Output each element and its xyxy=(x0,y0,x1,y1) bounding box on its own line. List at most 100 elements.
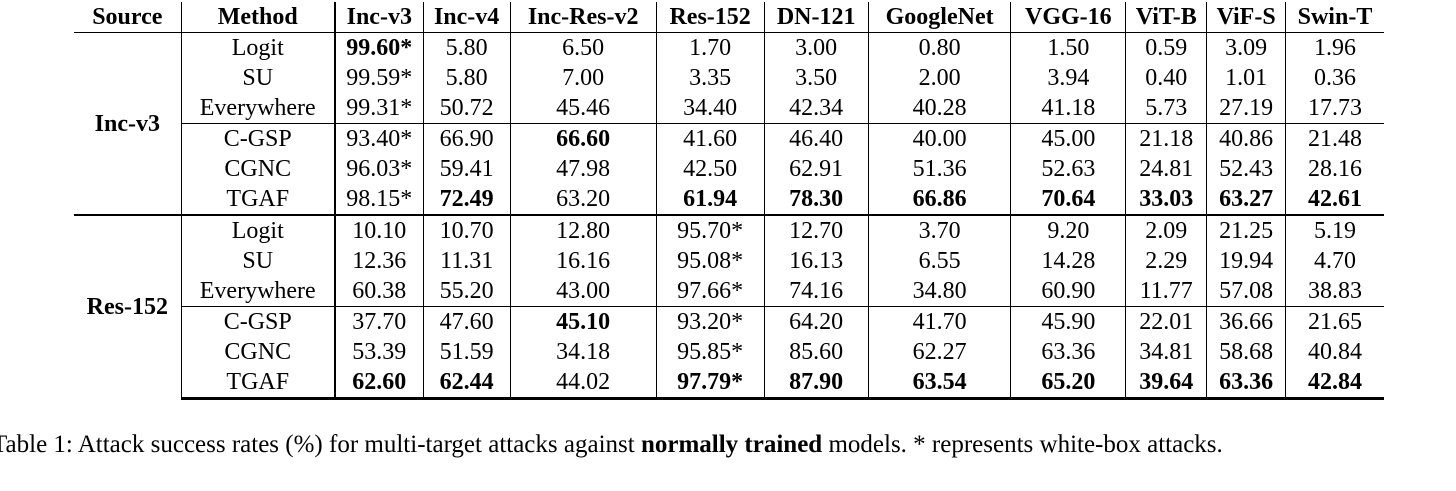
value-cell: 34.81 xyxy=(1125,337,1208,367)
table-row: Everywhere 60.38 55.20 43.00 97.66* 74.16 34.8… xyxy=(74,276,1384,307)
value-cell: 10.10 xyxy=(334,214,424,246)
value-cell: 60.38 xyxy=(334,276,424,307)
value-cell: 95.70* xyxy=(656,214,765,246)
method-cell: CGNC xyxy=(181,337,336,367)
value-cell: 11.31 xyxy=(423,246,511,276)
value-cell: 99.59* xyxy=(334,63,424,93)
value-cell: 24.81 xyxy=(1125,154,1208,184)
value-cell: 1.70 xyxy=(656,32,765,63)
table-header: Source Method Inc-v3 Inc-v4 Inc-Res-v2 Res-15… xyxy=(74,2,1384,33)
value-cell: 1.50 xyxy=(1010,32,1127,63)
value-cell: 51.59 xyxy=(423,337,511,367)
method-cell: TGAF xyxy=(181,367,336,400)
value-cell: 22.01 xyxy=(1125,306,1208,337)
source-cell: Inc-v3 xyxy=(74,32,182,215)
column-header: GoogleNet xyxy=(868,2,1012,33)
value-cell: 66.90 xyxy=(423,123,511,154)
value-cell: 2.29 xyxy=(1125,246,1208,276)
value-cell: 95.08* xyxy=(656,246,765,276)
value-cell: 47.60 xyxy=(423,306,511,337)
value-cell: 63.54 xyxy=(868,367,1012,400)
value-cell: 45.46 xyxy=(510,93,657,124)
source-cell: Res-152 xyxy=(74,214,182,399)
value-cell: 63.20 xyxy=(510,184,657,215)
value-cell: 59.41 xyxy=(423,154,511,184)
value-cell: 12.36 xyxy=(334,246,424,276)
method-cell: CGNC xyxy=(181,154,336,184)
value-cell: 51.36 xyxy=(868,154,1012,184)
value-cell: 63.36 xyxy=(1206,367,1286,400)
value-cell: 97.66* xyxy=(656,276,765,307)
value-cell: 60.90 xyxy=(1010,276,1127,307)
value-cell: 63.36 xyxy=(1010,337,1127,367)
caption-prefix: Table 1: Attack success rates (%) for mu… xyxy=(0,431,641,458)
column-header: DN-121 xyxy=(764,2,869,33)
value-cell: 46.40 xyxy=(764,123,869,154)
value-cell: 21.65 xyxy=(1285,306,1384,337)
value-cell: 27.19 xyxy=(1206,93,1286,124)
value-cell: 50.72 xyxy=(423,93,511,124)
value-cell: 99.60* xyxy=(334,32,424,63)
value-cell: 42.61 xyxy=(1307,186,1362,212)
value-cell: 53.39 xyxy=(334,337,424,367)
value-cell: 62.44 xyxy=(423,367,511,400)
value-cell: 3.35 xyxy=(656,63,765,93)
value-cell: 65.20 xyxy=(1010,367,1127,400)
value-cell: 0.59 xyxy=(1125,32,1208,63)
value-cell: 34.40 xyxy=(656,93,765,124)
caption-bold: normally trained xyxy=(640,431,823,458)
group-res-152: Res-152 Logit 10.10 10.70 12.80 95.70* 12.70 3.… xyxy=(74,214,1384,400)
value-cell: 40.84 xyxy=(1307,339,1362,365)
method-cell: Everywhere xyxy=(181,276,336,307)
table-row: C-GSP 37.70 47.60 45.10 93.20* 64.20 41.70 45.9… xyxy=(74,306,1384,337)
table-row: Inc-v3 Logit 99.60* 5.80 6.50 1.70 3.00 0.80 1.5… xyxy=(74,32,1384,215)
column-header: Swin-T xyxy=(1285,2,1384,33)
method-cell: SU xyxy=(181,63,336,93)
value-cell: 9.20 xyxy=(1010,214,1127,246)
value-cell: 3.00 xyxy=(764,32,869,63)
column-header: Inc-v4 xyxy=(423,2,511,33)
value-cell: 6.55 xyxy=(868,246,1012,276)
column-header: Source xyxy=(74,2,182,33)
value-cell: 2.00 xyxy=(868,63,1012,93)
value-cell: 44.02 xyxy=(510,367,657,400)
table-caption: Table 1: Attack success rates (%) for mu… xyxy=(0,430,1456,460)
value-cell: 40.00 xyxy=(868,123,1012,154)
value-cell: 21.48 xyxy=(1285,123,1384,154)
value-cell: 1.01 xyxy=(1206,63,1286,93)
value-cell: 72.49 xyxy=(423,184,511,215)
value-cell: 40.86 xyxy=(1206,123,1286,154)
value-cell: 93.20* xyxy=(656,306,765,337)
value-cell: 63.27 xyxy=(1206,184,1286,215)
value-cell: 3.50 xyxy=(764,63,869,93)
value-cell: 7.00 xyxy=(510,63,657,93)
value-cell: 57.08 xyxy=(1206,276,1286,307)
column-header: Method xyxy=(181,2,336,33)
value-cell: 0.80 xyxy=(868,32,1012,63)
value-cell: 10.70 xyxy=(423,214,511,246)
value-cell: 61.94 xyxy=(656,184,765,215)
value-cell: 34.18 xyxy=(510,337,657,367)
table-row: TGAF 98.15* 72.49 63.20 61.94 78.30 66.86 70.64… xyxy=(74,184,1384,215)
value-cell: 36.66 xyxy=(1206,306,1286,337)
value-cell: 96.03* xyxy=(334,154,424,184)
value-cell: 43.00 xyxy=(510,276,657,307)
method-cell: Logit xyxy=(181,214,336,246)
value-cell: 98.15* xyxy=(334,184,424,215)
table-row: SU 12.36 11.31 16.16 95.08* 16.13 6.55 14.28 2.2… xyxy=(74,246,1384,276)
value-cell: 97.79* xyxy=(656,367,765,400)
value-cell: 2.09 xyxy=(1125,214,1208,246)
column-header: ViT-B xyxy=(1125,2,1208,33)
value-cell: 45.90 xyxy=(1010,306,1127,337)
table-row: Res-152 Logit 10.10 10.70 12.80 95.70* 12.70 3.… xyxy=(74,214,1384,399)
value-cell: 70.64 xyxy=(1010,184,1127,215)
value-cell: 14.28 xyxy=(1010,246,1127,276)
value-cell: 11.77 xyxy=(1125,276,1208,307)
value-cell: 12.70 xyxy=(764,214,869,246)
value-cell: 16.13 xyxy=(764,246,869,276)
value-cell: 41.60 xyxy=(656,123,765,154)
value-cell: 87.90 xyxy=(764,367,869,400)
value-cell: 95.85* xyxy=(656,337,765,367)
group-inc-v3: Inc-v3 Logit 99.60* 5.80 6.50 1.70 3.00 0.80 1.5… xyxy=(74,32,1384,215)
value-cell: 19.94 xyxy=(1206,246,1286,276)
